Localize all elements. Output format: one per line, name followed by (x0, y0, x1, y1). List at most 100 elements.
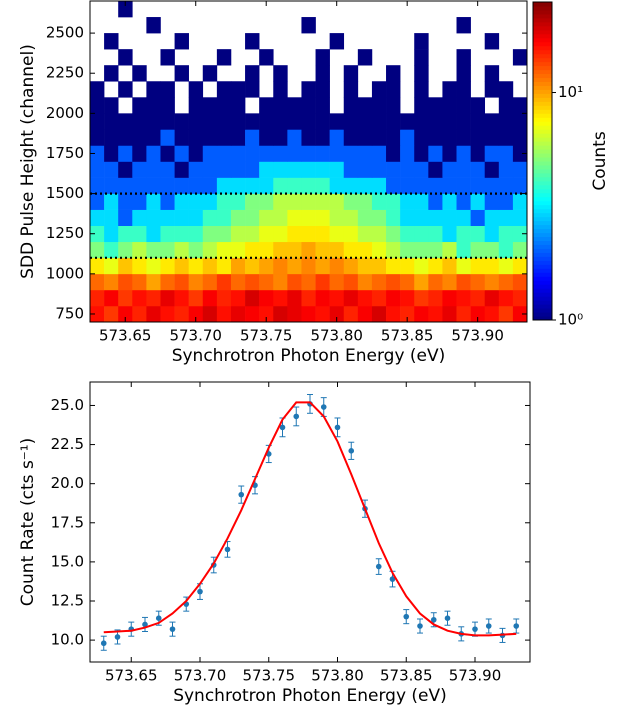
heatmap-cell (414, 289, 429, 307)
data-point (513, 623, 520, 629)
heatmap-cell (90, 177, 105, 194)
heatmap-cell (273, 257, 288, 275)
heatmap-cell (259, 257, 274, 275)
heatmap-cell (90, 257, 105, 275)
colorbar-segment (533, 212, 552, 218)
heatmap-cell (245, 257, 260, 275)
heatmap-cell (188, 241, 204, 259)
heatmap-cell (414, 113, 429, 130)
heatmap-cell (230, 177, 246, 194)
heatmap-cell (442, 129, 457, 146)
heatmap-cell (118, 257, 133, 275)
heatmap-cell (90, 81, 105, 98)
heatmap-cell (456, 273, 471, 291)
heatmap-cell (428, 225, 443, 243)
heatmap-cell (202, 289, 218, 307)
heatmap-cell (90, 289, 105, 307)
colorbar-segment (533, 296, 552, 301)
colorbar-segment (533, 65, 552, 71)
heatmap-cell (202, 241, 218, 259)
x-tick-label: 573.75 (240, 327, 293, 345)
heatmap-cell (498, 273, 514, 291)
heatmap-cell (146, 289, 161, 307)
heatmap-cell (456, 145, 471, 162)
heatmap-cell (146, 145, 161, 162)
y-tick-label: 2000 (46, 104, 84, 122)
heatmap-cell (174, 161, 189, 178)
heatmap-cell (386, 225, 401, 243)
heatmap-cell (104, 305, 119, 322)
heatmap-cell (118, 273, 133, 291)
heatmap-cell (414, 193, 429, 210)
heatmap-cell (132, 289, 147, 307)
heatmap-cell (160, 273, 175, 291)
heatmap-cell (230, 161, 246, 178)
heatmap-cell (216, 225, 232, 243)
heatmap-cell (216, 97, 232, 114)
heatmap-cell (216, 193, 232, 210)
heatmap-cell (470, 225, 486, 243)
heatmap-cell (456, 241, 471, 259)
y-tick-label: 25.0 (51, 396, 84, 414)
heatmap-cell (470, 273, 486, 291)
heatmap-cell (104, 289, 119, 307)
heatmap-cell (216, 49, 232, 66)
heatmap-cell (329, 33, 345, 50)
x-tick-label: 573.75 (243, 667, 296, 685)
colorbar-segment (533, 208, 552, 214)
heatmap-cell (442, 257, 457, 275)
heatmap-cell (273, 97, 288, 114)
data-point (279, 424, 286, 431)
heatmap-cell (216, 209, 232, 226)
colorbar-segment (533, 216, 552, 222)
heatmap-cell (400, 241, 415, 259)
heatmap-cell (343, 65, 359, 82)
heatmap-cell (357, 225, 373, 243)
colorbar-segment (533, 304, 552, 309)
heatmap-cell (442, 241, 457, 259)
heatmap-cell (90, 209, 105, 226)
heatmap-cell (216, 289, 232, 307)
heatmap-cell (428, 241, 443, 259)
x-tick-label: 573.90 (449, 667, 502, 685)
heatmap-cell (245, 177, 260, 194)
heatmap-cell (442, 145, 457, 162)
heatmap-cell (428, 289, 443, 307)
heatmap-cell (104, 129, 119, 146)
heatmap-cell (202, 193, 218, 210)
heatmap-cell (273, 161, 288, 178)
colorbar-segment (533, 204, 552, 210)
y-tick-label: 15.0 (51, 552, 84, 570)
heatmap-cell (259, 129, 274, 146)
heatmap-cell (428, 257, 443, 275)
heatmap-cell (371, 305, 387, 322)
heatmap-cell (174, 225, 189, 243)
heatmap-cell (188, 305, 204, 322)
y-tick-label: 2500 (46, 24, 84, 42)
colorbar-segment (533, 292, 552, 297)
heatmap-cell (484, 81, 500, 98)
heatmap-cell (118, 209, 133, 226)
data-point (403, 613, 410, 620)
heatmap-cell (259, 161, 274, 178)
data-point (224, 546, 231, 553)
heatmap-cell (245, 209, 260, 226)
colorbar-segment (533, 57, 552, 63)
heatmap-cell (512, 97, 527, 114)
heatmap-cell (287, 241, 302, 259)
heatmap-cell (470, 305, 486, 322)
heatmap-cell (104, 193, 119, 210)
heatmap-cell (442, 193, 457, 210)
heatmap-cell (343, 241, 359, 259)
heatmap-cell (315, 129, 330, 146)
heatmap-cell (371, 161, 387, 178)
heatmap-cell (343, 145, 359, 162)
heatmap-cell (118, 177, 133, 194)
colorbar-segment (533, 228, 552, 234)
heatmap-cell (301, 273, 316, 291)
heatmap-cell (146, 177, 161, 194)
heatmap-cell (428, 177, 443, 194)
heatmap-cell (470, 257, 486, 275)
heatmap-cell (287, 113, 302, 130)
heatmap-cell (202, 145, 218, 162)
